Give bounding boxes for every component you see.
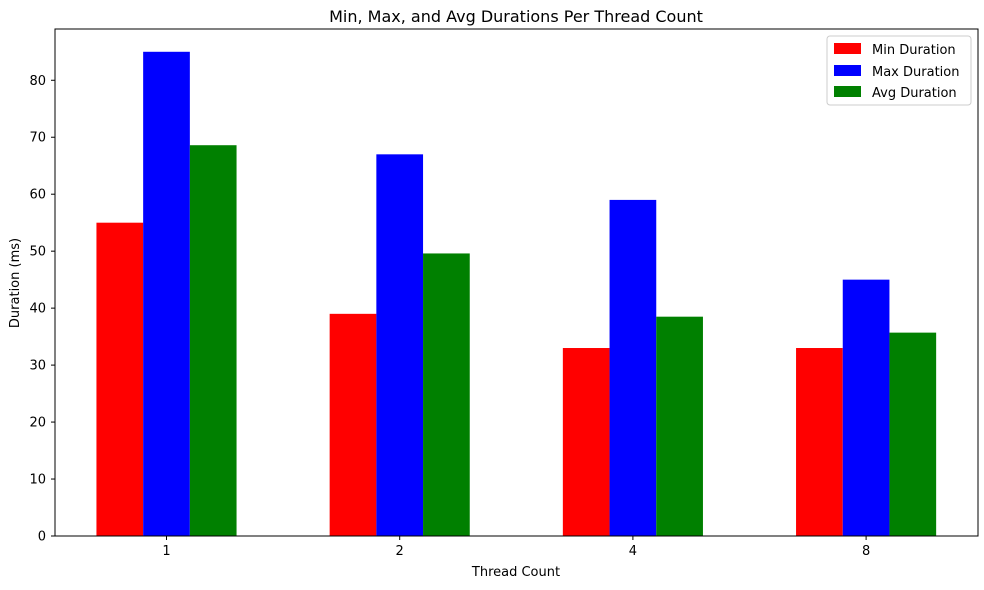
y-tick-label: 0 [38,530,46,545]
bar-avg-duration-8 [889,332,937,536]
y-tick-label: 30 [29,359,46,374]
legend-swatch-max [834,65,861,76]
bar-max-duration-4 [609,199,657,536]
bar-min-duration-1 [96,222,144,536]
y-axis-ticks: 0 10 20 30 40 50 60 70 80 [29,74,55,545]
x-tick-label: 4 [629,544,637,559]
bar-min-duration-4 [562,348,610,536]
legend-frame [826,35,972,106]
legend-label-min: Min Duration [872,43,956,58]
legend-label-max: Max Duration [872,65,959,80]
legend-label-avg: Avg Duration [872,86,957,101]
bar-avg-duration-2 [423,253,470,536]
x-tick-label: 8 [862,544,870,559]
chart-title: Min, Max, and Avg Durations Per Thread C… [329,7,703,26]
bar-max-duration-8 [842,279,890,536]
bar-avg-duration-1 [189,145,237,536]
x-tick-label: 1 [162,544,170,559]
x-axis-label: Thread Count [471,565,560,580]
legend-swatch-min [834,43,861,54]
bar-avg-duration-4 [656,316,703,536]
y-tick-label: 70 [29,131,46,146]
x-axis-ticks: 1 2 4 8 [162,536,870,559]
y-tick-label: 80 [29,74,46,89]
y-tick-label: 50 [29,245,46,260]
y-axis-label: Duration (ms) [8,238,23,328]
axes-layer [54,28,979,537]
x-tick-label: 2 [396,544,404,559]
y-tick-label: 60 [29,188,46,203]
bar-min-duration-2 [329,313,377,536]
legend: Min Duration Max Duration Avg Duration [826,35,972,106]
y-tick-label: 40 [29,302,46,317]
bar-max-duration-2 [376,154,424,536]
y-tick-label: 20 [29,416,46,431]
plot-area-frame [54,28,979,537]
y-tick-label: 10 [29,473,46,488]
bar-max-duration-1 [143,51,190,536]
legend-swatch-avg [834,86,861,97]
bars-layer [96,51,937,536]
bar-min-duration-8 [796,348,843,536]
